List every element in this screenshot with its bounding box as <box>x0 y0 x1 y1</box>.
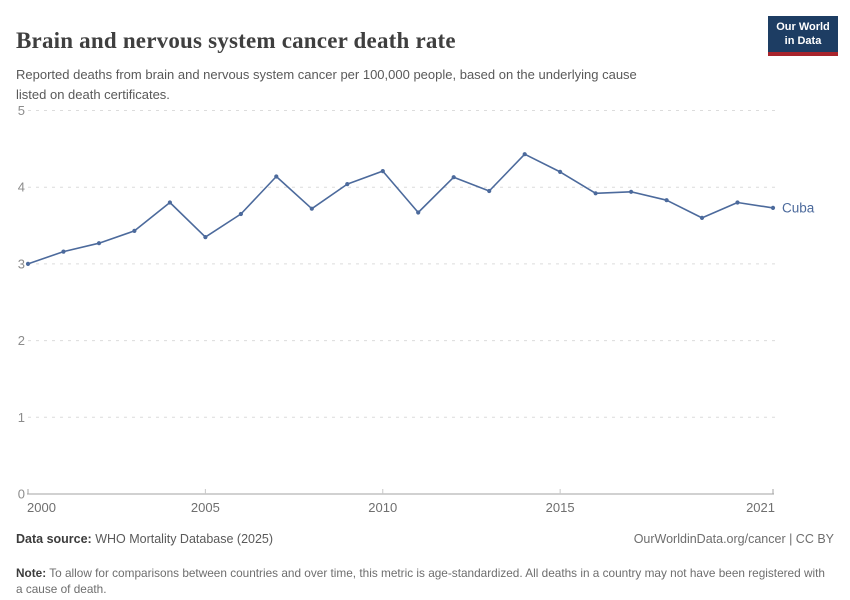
data-source-text: Data source: WHO Mortality Database (202… <box>16 532 273 546</box>
data-point <box>770 205 776 210</box>
y-axis-tick-label: 2 <box>18 333 25 348</box>
data-point <box>558 169 563 174</box>
data-point <box>96 241 102 246</box>
x-axis-tick-label: 2021 <box>746 500 775 515</box>
subtitle-line: listed on death certificates. <box>16 86 170 102</box>
y-axis-tick-label: 3 <box>18 256 25 271</box>
data-point <box>416 210 421 215</box>
x-axis-tick-label: 2010 <box>368 500 397 515</box>
x-axis-tick-label: 2000 <box>27 500 56 515</box>
data-point <box>61 249 66 254</box>
chart-subtitle: Reported deaths from brain and nervous s… <box>16 65 637 104</box>
data-source-label: Data source: <box>16 532 92 546</box>
data-point <box>203 235 208 240</box>
data-point <box>699 215 705 220</box>
data-point <box>238 211 243 217</box>
owid-cc-link[interactable]: OurWorldinData.org/cancer | CC BY <box>633 532 834 546</box>
data-point <box>593 191 598 196</box>
data-point <box>629 189 634 194</box>
y-axis-tick-label: 1 <box>18 410 25 425</box>
subtitle-line: Reported deaths from brain and nervous s… <box>16 67 637 82</box>
data-point <box>735 200 740 205</box>
note-label: Note: <box>16 565 47 580</box>
y-axis-tick-label: 4 <box>18 180 25 195</box>
footer-source-row: Data source: WHO Mortality Database (202… <box>16 532 834 546</box>
footer-note: Note: To allow for comparisons between c… <box>16 565 834 598</box>
note-text: To allow for comparisons between countri… <box>16 565 825 597</box>
data-source-value: WHO Mortality Database (2025) <box>91 532 274 546</box>
data-point <box>274 174 279 179</box>
data-point <box>487 188 492 194</box>
owid-logo-text: in Data <box>784 35 822 48</box>
data-point <box>132 228 137 233</box>
x-axis-tick-label: 2015 <box>546 500 575 515</box>
data-point <box>451 175 456 180</box>
y-axis-tick-label: 0 <box>18 487 25 502</box>
data-point <box>380 169 385 174</box>
series-label: Cuba <box>782 200 815 215</box>
page-title: Brain and nervous system cancer death ra… <box>16 28 456 54</box>
x-axis-tick-label: 2005 <box>191 500 220 515</box>
data-point <box>167 200 172 205</box>
data-point <box>25 261 31 266</box>
line-chart: 0 1 2 3 4 5 2000 2005 2010 2015 2021 Cuba <box>18 103 815 515</box>
data-point <box>345 182 350 187</box>
y-axis-tick-label: 5 <box>18 103 25 118</box>
data-point <box>522 152 527 157</box>
owid-logo-text: Our World <box>776 21 830 33</box>
data-point <box>309 206 314 211</box>
line-series-cuba <box>27 153 774 265</box>
owid-logo[interactable]: Our World in Data <box>768 16 838 56</box>
data-point <box>664 198 669 203</box>
